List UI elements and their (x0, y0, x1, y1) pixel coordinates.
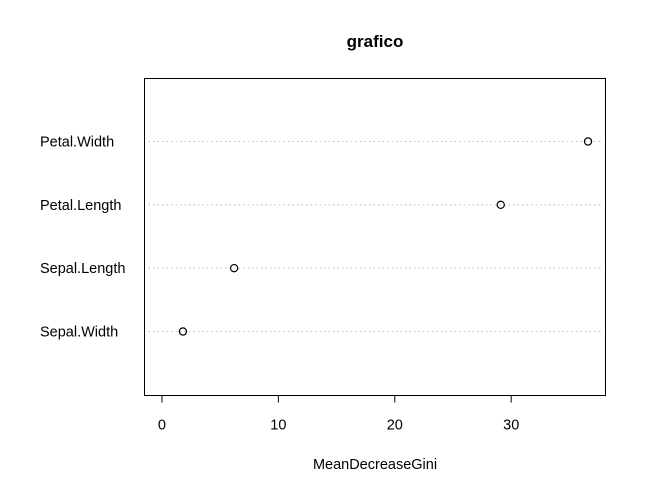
data-point (178, 327, 188, 336)
data-point (496, 200, 505, 210)
grid-layer (148, 141, 604, 332)
category-label: Petal.Length (40, 198, 121, 214)
category-labels: Sepal.Width Sepal.Length Petal.Length Petal… (40, 135, 125, 341)
category-label: Petal.Width (40, 135, 114, 151)
x-tick-label: 0 (158, 418, 166, 434)
x-axis-label: MeanDecreaseGini (313, 457, 437, 473)
x-tick-label: 10 (270, 418, 286, 434)
x-tick-label: 20 (387, 418, 403, 434)
category-label: Sepal.Width (40, 325, 118, 341)
chart-title: grafico (347, 32, 404, 51)
x-axis: 0 10 20 30 (158, 395, 519, 434)
data-points (178, 137, 593, 336)
data-point (229, 263, 239, 273)
plot-frame (144, 78, 606, 396)
x-tick-label: 30 (503, 418, 519, 434)
data-point (583, 137, 593, 146)
category-label: Sepal.Length (40, 261, 125, 277)
